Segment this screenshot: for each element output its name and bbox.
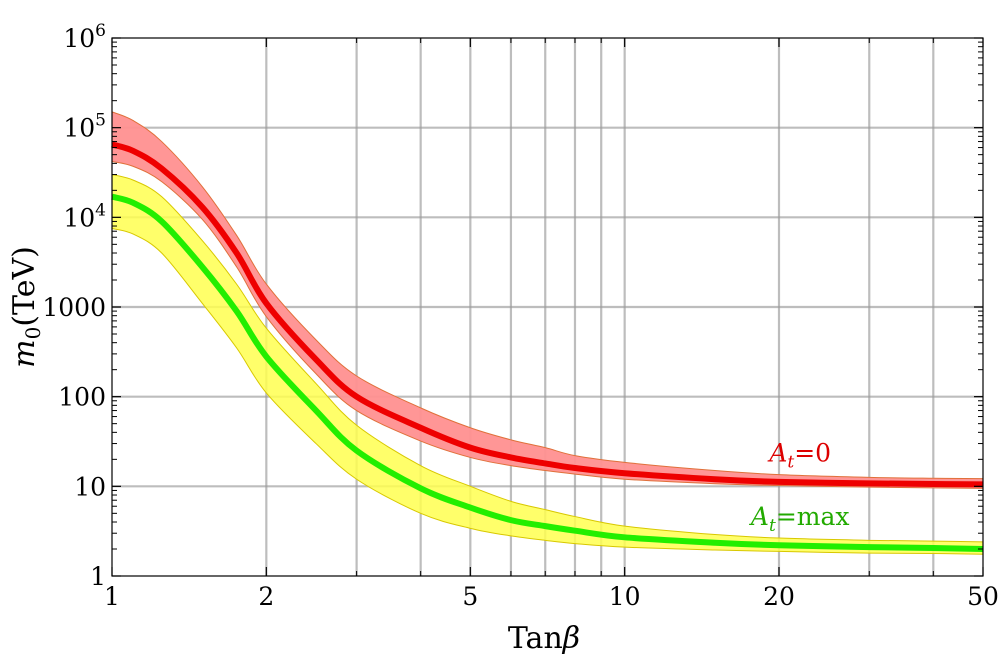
x-axis-title-symbol: β — [562, 621, 580, 656]
x-tick-label: 10 — [609, 582, 641, 611]
y-tick-label: 10 — [74, 472, 106, 501]
axis-ticks — [111, 37, 984, 577]
y-tick-label: 104 — [63, 200, 106, 232]
annotation-at-max: At=max — [749, 502, 850, 536]
y-axis-title-symbol: m — [7, 339, 42, 367]
annotation-at-0: At=0 — [767, 438, 831, 472]
y-axis-title: m0(TeV) — [7, 246, 45, 368]
y-axis-title-subscript: 0 — [21, 327, 45, 340]
x-tick-label: 2 — [258, 582, 274, 611]
x-axis-title: Tanβ — [508, 621, 580, 656]
x-tick-label: 20 — [763, 582, 795, 611]
y-tick-label: 1000 — [42, 293, 106, 322]
series-line-at-0 — [111, 141, 984, 488]
x-tick-label: 5 — [462, 582, 478, 611]
y-tick-label: 105 — [63, 111, 106, 143]
y-tick-label: 106 — [63, 21, 106, 53]
x-tick-label: 1 — [104, 582, 120, 611]
y-axis-title-unit: (TeV) — [7, 246, 42, 327]
series-lines — [111, 141, 984, 553]
series-line-at-max — [111, 193, 984, 553]
x-tick-labels: 1 2 5 10 20 50 — [104, 582, 999, 611]
series-annotations: At=0 At=max — [749, 438, 850, 536]
y-tick-labels: 1 10 100 1000 104 105 106 — [42, 21, 106, 591]
y-tick-label: 100 — [58, 383, 106, 412]
x-tick-label: 50 — [967, 582, 999, 611]
y-tick-label: 1 — [90, 562, 106, 591]
x-axis-title-base: Tan — [508, 621, 563, 656]
